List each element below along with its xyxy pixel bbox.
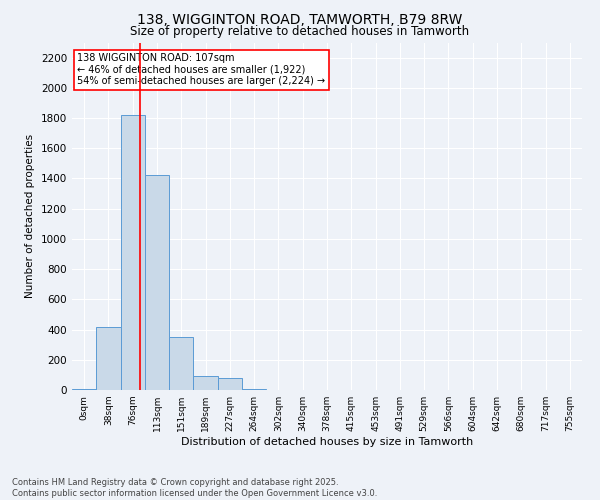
Text: 138, WIGGINTON ROAD, TAMWORTH, B79 8RW: 138, WIGGINTON ROAD, TAMWORTH, B79 8RW [137,12,463,26]
Text: Contains HM Land Registry data © Crown copyright and database right 2025.
Contai: Contains HM Land Registry data © Crown c… [12,478,377,498]
Bar [121,115,145,390]
Bar [169,337,193,390]
Text: Size of property relative to detached houses in Tamworth: Size of property relative to detached ho… [130,25,470,38]
Bar [242,389,266,390]
Bar [193,376,218,390]
Bar [218,378,242,390]
Bar [72,389,96,390]
Text: 138 WIGGINTON ROAD: 107sqm
← 46% of detached houses are smaller (1,922)
54% of s: 138 WIGGINTON ROAD: 107sqm ← 46% of deta… [77,53,325,86]
X-axis label: Distribution of detached houses by size in Tamworth: Distribution of detached houses by size … [181,437,473,447]
Bar [96,326,121,390]
Y-axis label: Number of detached properties: Number of detached properties [25,134,35,298]
Bar [145,176,169,390]
